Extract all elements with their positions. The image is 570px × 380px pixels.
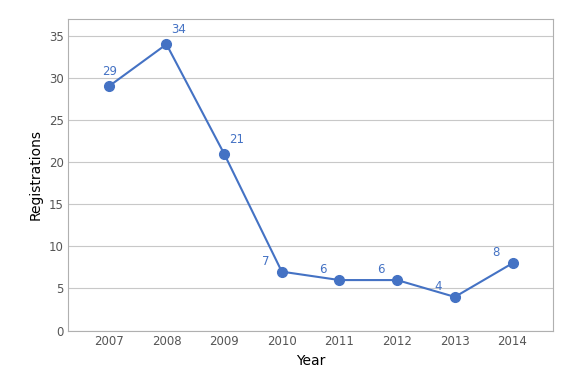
Text: 21: 21 xyxy=(229,133,244,146)
Y-axis label: Registrations: Registrations xyxy=(29,129,43,220)
Text: 34: 34 xyxy=(171,23,186,36)
Text: 6: 6 xyxy=(377,263,385,276)
X-axis label: Year: Year xyxy=(296,354,325,368)
Text: 8: 8 xyxy=(492,247,500,260)
Text: 4: 4 xyxy=(435,280,442,293)
Text: 29: 29 xyxy=(102,65,117,78)
Text: 6: 6 xyxy=(319,263,327,276)
Text: 7: 7 xyxy=(262,255,269,268)
